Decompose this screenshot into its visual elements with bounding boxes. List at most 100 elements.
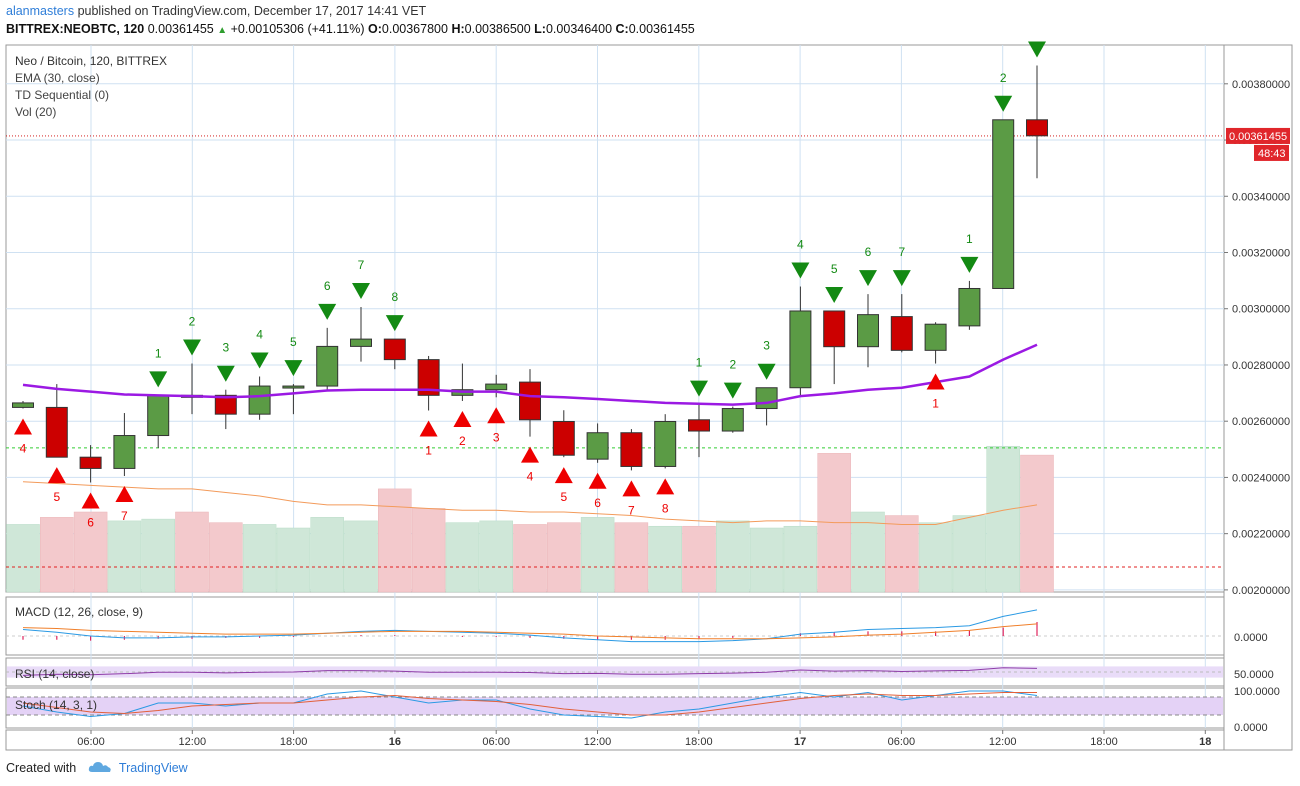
- open-label: O:: [368, 22, 382, 36]
- author-link[interactable]: alanmasters: [6, 4, 75, 18]
- td-buy-signal-icon: [588, 472, 607, 489]
- candle-up[interactable]: [485, 383, 508, 391]
- candle-down[interactable]: [688, 419, 710, 432]
- volume-bar: [1020, 454, 1054, 593]
- candle-down[interactable]: [383, 338, 406, 361]
- candle-up[interactable]: [350, 338, 372, 347]
- td-buy-signal-icon: [622, 480, 641, 497]
- candle-down[interactable]: [1026, 119, 1048, 137]
- td-sell-signal-icon: [149, 371, 168, 388]
- candle-up[interactable]: [992, 119, 1015, 289]
- stoch-k-line: [22, 690, 1038, 719]
- td-sell-count: 8: [391, 290, 398, 304]
- candle-up[interactable]: [12, 402, 34, 408]
- close-label: C:: [615, 22, 629, 36]
- price-axis-label: 0.00200000: [1232, 585, 1290, 597]
- td-sell-signal-icon: [859, 270, 877, 287]
- candle-up[interactable]: [586, 432, 609, 460]
- td-sell-signal-icon: [216, 365, 235, 382]
- candle-up[interactable]: [316, 345, 339, 387]
- candle-down[interactable]: [214, 394, 237, 415]
- td-buy-count: 5: [560, 490, 567, 504]
- td-buy-signal-icon: [656, 478, 675, 495]
- volume-bar: [107, 520, 142, 593]
- open-value: 0.00367800: [381, 22, 448, 36]
- last-price-tag-text: 0.00361455: [1229, 131, 1287, 143]
- candle-up[interactable]: [113, 435, 136, 469]
- td-buy-signal-icon: [115, 486, 134, 503]
- td-sell-signal-icon: [892, 270, 911, 287]
- candle-up[interactable]: [721, 408, 744, 432]
- ohlc-header: BITTREX:NEOBTC, 120 0.00361455 ▲ +0.0010…: [6, 22, 695, 36]
- td-sell-count: 6: [865, 245, 872, 259]
- td-buy-count: 8: [662, 501, 669, 515]
- volume-bar: [783, 525, 818, 593]
- candle-down[interactable]: [823, 310, 846, 348]
- candle-down[interactable]: [620, 432, 643, 467]
- candle-up[interactable]: [755, 387, 778, 410]
- volume-bar: [344, 520, 378, 593]
- time-axis-label: 12:00: [584, 736, 612, 748]
- time-axis-label: 18: [1199, 736, 1211, 748]
- candle-down[interactable]: [45, 406, 68, 458]
- legend-ema: EMA (30, close): [15, 71, 100, 85]
- tradingview-link[interactable]: TradingView: [118, 761, 188, 775]
- candle-down[interactable]: [79, 456, 102, 469]
- td-sell-signal-icon: [723, 382, 742, 399]
- td-sell-signal-icon: [1028, 41, 1046, 58]
- td-buy-signal-icon: [521, 446, 539, 463]
- volume-bar: [175, 511, 209, 593]
- volume-bar: [986, 445, 1020, 593]
- time-axis[interactable]: [5, 729, 1225, 751]
- candle-up[interactable]: [282, 385, 305, 389]
- price-axis-label: 0.00220000: [1232, 529, 1290, 541]
- ema-line: [22, 343, 1038, 406]
- td-buy-signal-icon: [554, 467, 573, 484]
- td-buy-signal-icon: [487, 407, 506, 424]
- time-axis-label: 16: [389, 736, 401, 748]
- candle-up[interactable]: [248, 385, 271, 415]
- candle-up[interactable]: [789, 310, 812, 389]
- td-buy-count: 7: [121, 509, 128, 523]
- td-buy-count: 1: [932, 397, 939, 411]
- td-buy-signal-icon: [81, 492, 100, 509]
- candle-up[interactable]: [654, 420, 677, 467]
- price-axis-label: 0.00280000: [1232, 360, 1290, 372]
- td-sell-signal-icon: [791, 262, 810, 279]
- volume-bar: [276, 527, 311, 593]
- volume-ma-line: [22, 481, 1038, 525]
- countdown-tag: [1254, 144, 1289, 161]
- candle-up[interactable]: [857, 314, 879, 348]
- candle-down[interactable]: [890, 316, 913, 351]
- price-axis-label: 0.00260000: [1232, 416, 1290, 428]
- td-sell-count: 4: [797, 238, 804, 252]
- high-label: H:: [451, 22, 465, 36]
- price-axis-label: 0.00300000: [1232, 304, 1290, 316]
- td-sell-count: 1: [155, 346, 162, 360]
- candle-down[interactable]: [417, 359, 440, 396]
- up-arrow-icon: ▲: [217, 25, 228, 36]
- candle-up[interactable]: [924, 323, 947, 351]
- td-buy-count: 4: [20, 442, 27, 456]
- high-value: 0.00386500: [464, 22, 531, 36]
- publish-info: alanmasters published on TradingView.com…: [6, 4, 426, 18]
- candle-up[interactable]: [147, 394, 170, 437]
- candle-up[interactable]: [958, 287, 981, 327]
- macd-signal-line: [22, 623, 1038, 640]
- td-buy-signal-icon: [453, 410, 472, 427]
- candle-down[interactable]: [552, 420, 575, 456]
- volume-bar: [310, 517, 344, 593]
- price-axis[interactable]: [1223, 44, 1293, 751]
- td-sell-signal-icon: [250, 352, 269, 369]
- td-buy-signal-icon: [47, 467, 66, 484]
- footer: Created with TradingView: [6, 761, 188, 776]
- td-sell-count: 7: [898, 245, 905, 259]
- volume-bar: [648, 525, 682, 593]
- td-sell-count: 2: [189, 315, 196, 329]
- rsi-label: RSI (14, close): [15, 667, 94, 681]
- candle-down[interactable]: [519, 381, 541, 421]
- td-sell-signal-icon: [994, 95, 1013, 112]
- volume-bar: [378, 488, 412, 593]
- td-sell-count: 1: [696, 356, 703, 370]
